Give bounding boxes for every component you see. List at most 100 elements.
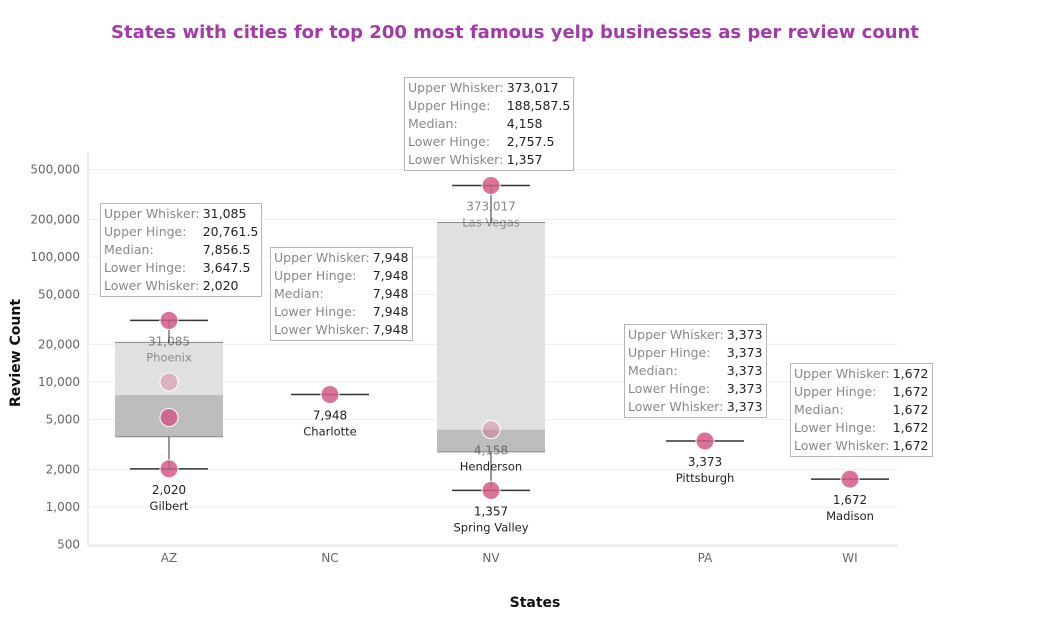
tooltip-value: 1,672 xyxy=(892,402,929,417)
tooltip-nv: Upper Whisker: 373,017 Upper Hinge: 188,587… xyxy=(404,77,575,171)
point-city-label: Pittsburgh xyxy=(676,471,735,485)
tooltip-value: 3,373 xyxy=(726,327,763,342)
data-point xyxy=(159,310,179,330)
point-value-label: 31,085 xyxy=(148,334,190,348)
tooltip-nc: Upper Whisker: 7,948 Upper Hinge: 7,948 Medi… xyxy=(270,247,413,341)
tooltip-key: Lower Whisker: xyxy=(104,278,200,293)
data-point xyxy=(695,431,715,451)
tooltip-key: Lower Whisker: xyxy=(274,322,370,337)
box-upper-az xyxy=(115,342,223,396)
point-value-label: 1,357 xyxy=(474,504,508,518)
point-value-label: 7,948 xyxy=(313,408,347,422)
point-city-label: Las Vegas xyxy=(462,216,520,230)
tooltip-value: 7,948 xyxy=(372,322,409,337)
data-point xyxy=(159,407,179,427)
tooltip-key: Median: xyxy=(628,363,678,378)
tooltip-value: 3,373 xyxy=(726,399,763,414)
tooltip-key: Upper Hinge: xyxy=(274,268,357,283)
x-tick-label-pa: PA xyxy=(698,551,713,565)
tooltip-value: 7,948 xyxy=(372,304,409,319)
tooltip-key: Upper Whisker: xyxy=(104,206,200,221)
tooltip-key: Upper Whisker: xyxy=(408,80,504,95)
tooltip-key: Median: xyxy=(794,402,844,417)
y-tick-label: 500,000 xyxy=(30,163,80,177)
point-city-label: Gilbert xyxy=(150,499,189,513)
point-city-label: Henderson xyxy=(460,460,522,474)
x-tick-label-nv: NV xyxy=(482,551,500,565)
chart-title: States with cities for top 200 most famo… xyxy=(111,22,919,43)
tooltip-value: 1,357 xyxy=(506,152,543,167)
point-city-label: Spring Valley xyxy=(453,520,528,534)
tooltip-value: 4,158 xyxy=(506,116,543,131)
tooltip-pa: Upper Whisker: 3,373 Upper Hinge: 3,373 Medi… xyxy=(624,324,767,418)
tooltip-key: Lower Hinge: xyxy=(628,381,711,396)
box-upper-nv xyxy=(437,222,545,430)
tooltip-value: 7,948 xyxy=(372,250,409,265)
tooltip-key: Upper Whisker: xyxy=(794,366,890,381)
x-tick-label-az: AZ xyxy=(161,551,177,565)
y-tick-label: 100,000 xyxy=(30,250,80,264)
box-lower-nv xyxy=(437,429,545,452)
x-tick-label-nc: NC xyxy=(321,551,338,565)
tooltip-wi: Upper Whisker: 1,672 Upper Hinge: 1,672 Medi… xyxy=(790,363,933,457)
data-point xyxy=(159,372,179,392)
data-point xyxy=(159,459,179,479)
tooltip-value: 7,948 xyxy=(372,268,409,283)
tooltip-value: 373,017 xyxy=(506,80,559,95)
tooltip-az: Upper Whisker: 31,085 Upper Hinge: 20,761.5… xyxy=(100,203,263,297)
data-point xyxy=(840,469,860,489)
point-value-label: 1,672 xyxy=(833,493,867,507)
tooltip-value: 3,647.5 xyxy=(202,260,251,275)
tooltip-key: Upper Whisker: xyxy=(274,250,370,265)
tooltip-key: Upper Whisker: xyxy=(628,327,724,342)
point-city-label: Charlotte xyxy=(303,424,356,438)
data-point xyxy=(481,420,501,440)
point-value-label: 4,158 xyxy=(474,444,508,458)
point-value-label: 3,373 xyxy=(688,455,722,469)
point-value-label: 2,020 xyxy=(152,483,186,497)
data-point xyxy=(481,176,501,196)
point-city-label: Madison xyxy=(826,509,874,523)
tooltip-key: Median: xyxy=(104,242,154,257)
tooltip-key: Upper Hinge: xyxy=(628,345,711,360)
tooltip-value: 1,672 xyxy=(892,366,929,381)
tooltip-value: 3,373 xyxy=(726,381,763,396)
tooltip-value: 1,672 xyxy=(892,438,929,453)
data-point xyxy=(481,480,501,500)
tooltip-value: 1,672 xyxy=(892,420,929,435)
y-tick-label: 2,000 xyxy=(46,462,80,476)
tooltip-key: Lower Hinge: xyxy=(408,134,491,149)
tooltip-key: Lower Whisker: xyxy=(408,152,504,167)
y-tick-label: 50,000 xyxy=(38,288,80,302)
tooltip-value: 7,948 xyxy=(372,286,409,301)
tooltip-key: Upper Hinge: xyxy=(104,224,187,239)
tooltip-value: 2,757.5 xyxy=(506,134,555,149)
y-tick-label: 5,000 xyxy=(46,413,80,427)
tooltip-key: Lower Hinge: xyxy=(274,304,357,319)
tooltip-key: Median: xyxy=(408,116,458,131)
tooltip-value: 3,373 xyxy=(726,363,763,378)
tooltip-value: 3,373 xyxy=(726,345,763,360)
data-point xyxy=(320,384,340,404)
tooltip-value: 188,587.5 xyxy=(506,98,571,113)
tooltip-value: 2,020 xyxy=(202,278,239,293)
tooltip-key: Median: xyxy=(274,286,324,301)
tooltip-key: Upper Hinge: xyxy=(408,98,491,113)
tooltip-key: Upper Hinge: xyxy=(794,384,877,399)
y-tick-label: 20,000 xyxy=(38,337,80,351)
y-tick-label: 10,000 xyxy=(38,375,80,389)
point-city-label: Phoenix xyxy=(146,350,192,364)
tooltip-key: Lower Whisker: xyxy=(794,438,890,453)
tooltip-value: 31,085 xyxy=(202,206,247,221)
point-value-label: 373,017 xyxy=(466,200,516,214)
tooltip-key: Lower Whisker: xyxy=(628,399,724,414)
x-axis-label: States xyxy=(509,595,561,611)
tooltip-key: Lower Hinge: xyxy=(104,260,187,275)
x-tick-label-wi: WI xyxy=(842,551,857,565)
y-tick-label: 500 xyxy=(57,538,80,552)
y-tick-label: 200,000 xyxy=(30,212,80,226)
tooltip-key: Lower Hinge: xyxy=(794,420,877,435)
tooltip-value: 7,856.5 xyxy=(202,242,251,257)
y-tick-label: 1,000 xyxy=(46,500,80,514)
